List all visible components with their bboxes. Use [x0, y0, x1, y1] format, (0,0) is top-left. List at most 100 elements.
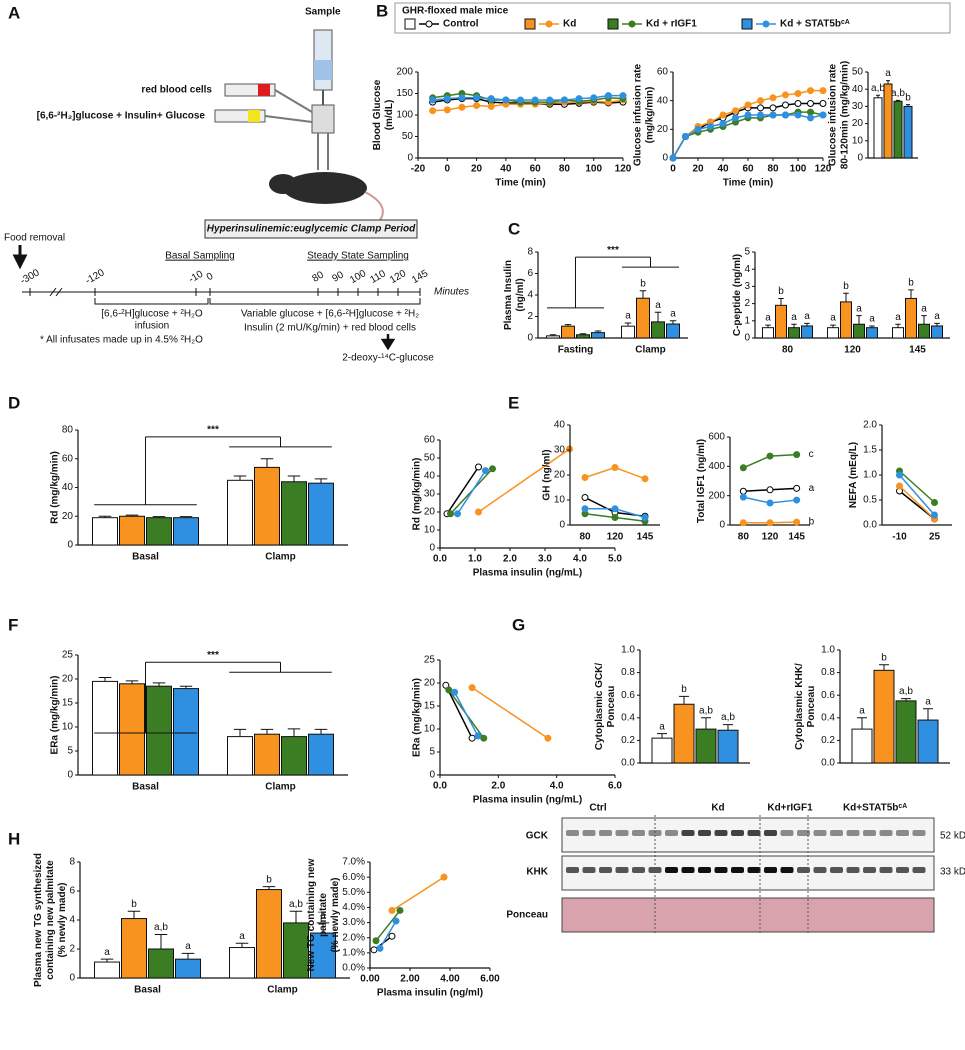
error-bar — [287, 475, 301, 482]
bar — [94, 961, 120, 979]
marker — [931, 499, 938, 506]
y-tick-label: 20 — [62, 511, 74, 522]
y-axis-label: 80-120min (mg/kg/min) — [839, 61, 850, 169]
x-tick-label: 60 — [742, 164, 754, 175]
significance-letter: b — [778, 286, 784, 297]
y-tick-label: 10 — [554, 495, 566, 506]
x-tick-label: 120 — [615, 164, 632, 175]
y-tick-label: 2.0 — [863, 420, 877, 431]
x-axis-label: Plasma insulin (ng/ml) — [377, 988, 483, 999]
marker — [443, 106, 451, 114]
legend-label: Control — [443, 19, 479, 30]
marker — [619, 92, 627, 100]
band — [830, 830, 843, 836]
bar — [775, 304, 787, 339]
y-tick-label: 60 — [657, 67, 669, 78]
end-label: c — [809, 449, 814, 460]
bracket — [94, 661, 332, 734]
y-tick-label: 1.0 — [821, 645, 835, 656]
x-tick-label: 20 — [692, 164, 704, 175]
panel-letter: C — [508, 219, 520, 238]
y-tick-label: 6 — [527, 268, 533, 279]
marker — [807, 108, 814, 116]
bar — [801, 325, 813, 339]
y-tick-label: 0.0 — [821, 758, 835, 769]
marker — [694, 125, 702, 133]
y-axis-label: ERa (mg/kg/min) — [411, 678, 422, 757]
y-tick-label: 20 — [657, 124, 669, 135]
marker — [376, 944, 384, 952]
bar — [621, 325, 635, 339]
y-tick-label: 0 — [407, 153, 413, 164]
group-label: Kd — [711, 803, 724, 814]
y-tick-label: 2 — [527, 311, 533, 322]
marker — [766, 486, 774, 494]
error-bar — [879, 664, 889, 671]
y-tick-label: 4 — [744, 264, 750, 275]
bar — [146, 685, 172, 776]
marker — [388, 906, 396, 914]
significance-letter: a — [921, 303, 927, 314]
y-axis-label: Glucose infusion rate — [827, 63, 838, 166]
x-tick-label: 80 — [738, 532, 750, 543]
connector — [311, 104, 335, 134]
panel-letter: F — [8, 615, 18, 634]
marker — [766, 519, 774, 527]
error-bar — [901, 698, 911, 701]
line — [471, 686, 549, 739]
x-tick-label: 25 — [929, 532, 941, 543]
bar — [256, 889, 282, 979]
significance-letter: a — [655, 300, 661, 311]
y-tick-label: 20 — [424, 507, 436, 518]
significance-letter: b — [905, 92, 911, 103]
significance-letter: b — [640, 278, 646, 289]
marker — [782, 91, 789, 99]
significance-letter: a,b — [154, 922, 168, 933]
x-axis-label: Plasma insulin (ng/mL) — [473, 795, 582, 806]
mouse — [283, 172, 367, 204]
y-tick-label: 20 — [62, 674, 74, 685]
marker — [641, 514, 649, 521]
x-tick-label: Clamp — [635, 345, 666, 356]
y-axis-label: Ponceau — [806, 686, 817, 728]
label: Basal Sampling — [165, 251, 234, 262]
x-tick-label: 3.0 — [538, 554, 552, 565]
y-tick-label: 3 — [744, 281, 750, 292]
band — [797, 867, 810, 873]
timeline-label: 80 — [311, 269, 327, 284]
x-tick-label: 120 — [607, 532, 624, 543]
marker — [793, 451, 801, 459]
error-bar — [260, 458, 274, 468]
bar — [851, 728, 873, 764]
y-tick-label: 25 — [62, 650, 74, 661]
marker — [517, 96, 524, 104]
y-tick-label: 0.6 — [821, 690, 835, 701]
bar — [695, 728, 717, 764]
significance-letter: b — [908, 277, 914, 288]
marker — [793, 518, 801, 526]
band — [912, 867, 926, 873]
error-bar — [657, 733, 667, 739]
y-tick-label: 100 — [396, 110, 413, 121]
marker — [739, 487, 747, 495]
y-tick-label: 25 — [424, 655, 436, 666]
x-tick-label: 145 — [637, 532, 654, 543]
y-tick-label: 80 — [62, 425, 74, 436]
y-tick-label: 1 — [744, 315, 750, 326]
y-tick-label: 6 — [69, 886, 75, 897]
band — [632, 830, 645, 836]
timeline-label: 100 — [348, 268, 368, 286]
label: [6,6-²H]glucose + ²H₂O — [101, 309, 203, 320]
bar — [651, 321, 665, 339]
y-tick-label: 10 — [424, 525, 436, 536]
error-bar — [181, 952, 195, 960]
bar — [893, 100, 903, 159]
error-bar — [564, 324, 572, 327]
marker — [744, 111, 752, 119]
y-tick-label: 15 — [62, 698, 74, 709]
legend-label: Kd — [563, 19, 576, 30]
marker — [744, 101, 752, 109]
y-tick-label: 0 — [857, 153, 863, 164]
y-tick-label: 1.0% — [342, 947, 365, 958]
bar — [229, 947, 255, 979]
